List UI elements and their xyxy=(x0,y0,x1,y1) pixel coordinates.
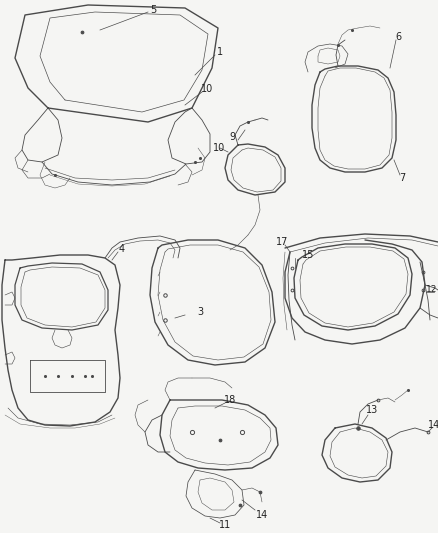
Text: 10: 10 xyxy=(201,84,213,94)
Text: 1: 1 xyxy=(217,47,223,57)
Text: 12: 12 xyxy=(426,286,437,295)
Text: 18: 18 xyxy=(224,395,236,405)
Text: 14: 14 xyxy=(428,420,438,430)
Text: 11: 11 xyxy=(219,520,231,530)
Text: 13: 13 xyxy=(366,405,378,415)
Text: 3: 3 xyxy=(197,307,203,317)
Text: 4: 4 xyxy=(119,244,125,254)
Text: 6: 6 xyxy=(395,32,401,42)
Text: 9: 9 xyxy=(229,132,235,142)
Text: 17: 17 xyxy=(276,237,288,247)
Text: 14: 14 xyxy=(256,510,268,520)
Text: 5: 5 xyxy=(150,5,156,15)
Text: 15: 15 xyxy=(302,250,314,260)
Text: 10: 10 xyxy=(213,143,225,153)
Text: 7: 7 xyxy=(399,173,405,183)
